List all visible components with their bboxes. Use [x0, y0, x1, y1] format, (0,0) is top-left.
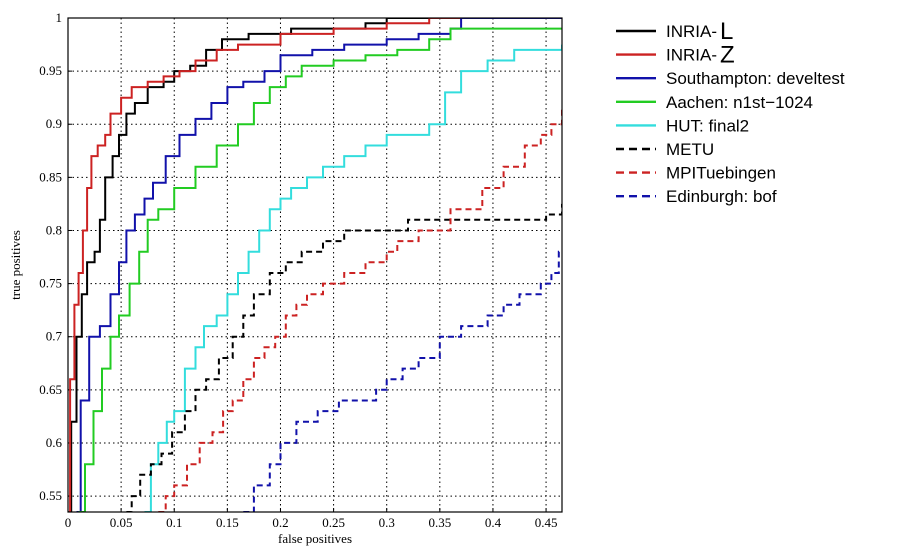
- legend-label: Edinburgh: bof: [666, 187, 777, 206]
- x-tick-label: 0.45: [535, 515, 558, 530]
- x-tick-label: 0: [65, 515, 72, 530]
- series-4-line: [144, 44, 562, 512]
- x-tick-label: 0.3: [379, 515, 395, 530]
- y-tick-label: 0.6: [46, 435, 63, 450]
- plot-frame: [67, 17, 563, 513]
- tick-labels: 0 0.05 0.1 0.15 0.2 0.25 0.3 0.35 0.4 0.45 0.55 0.6…: [39, 10, 557, 530]
- legend-label: Aachen: n1st−1024: [666, 93, 813, 112]
- x-tick-label: 0.05: [110, 515, 133, 530]
- x-tick-label: 0.25: [322, 515, 345, 530]
- series-7-line: [243, 250, 562, 512]
- legend-label: INRIA-: [666, 46, 717, 65]
- x-axis-label: false positives: [278, 531, 352, 546]
- plot-background: [68, 18, 562, 512]
- y-tick-label: 0.65: [39, 382, 62, 397]
- legend-label: METU: [666, 140, 714, 159]
- y-tick-label: 0.95: [39, 63, 62, 78]
- y-tick-label: 0.7: [46, 329, 63, 344]
- legend-label-suffix: L: [720, 18, 733, 45]
- series-1-line: [68, 18, 562, 512]
- x-tick-label: 0.4: [485, 515, 502, 530]
- series-3-line: [78, 27, 562, 512]
- legend-label: MPITuebingen: [666, 164, 776, 183]
- legend-label: HUT: final2: [666, 116, 749, 135]
- x-tick-label: 0.35: [428, 515, 451, 530]
- series-layer: [68, 18, 562, 512]
- y-tick-label: 0.55: [39, 488, 62, 503]
- y-tick-label: 0.8: [46, 222, 62, 237]
- y-tick-label: 0.9: [46, 116, 62, 131]
- series-5-line: [126, 203, 562, 512]
- series-2-line: [76, 18, 562, 512]
- x-tick-label: 0.2: [272, 515, 288, 530]
- series-0-line: [68, 18, 562, 512]
- legend-label: Southampton: develtest: [666, 69, 845, 88]
- series-6-line: [158, 108, 562, 512]
- x-tick-label: 0.1: [166, 515, 182, 530]
- y-axis-label: true positives: [8, 230, 23, 300]
- legend-label: INRIA-: [666, 22, 717, 41]
- y-tick-label: 1: [56, 10, 63, 25]
- y-tick-label: 0.75: [39, 276, 62, 291]
- legend-label-suffix: Z: [720, 42, 735, 69]
- x-tick-label: 0.15: [216, 515, 239, 530]
- y-tick-label: 0.85: [39, 169, 62, 184]
